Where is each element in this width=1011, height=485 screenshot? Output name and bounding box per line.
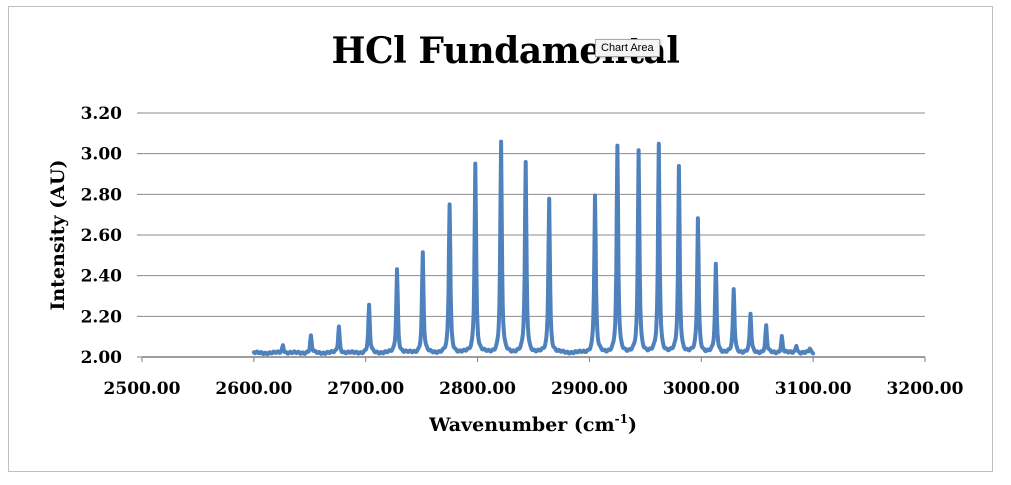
x-tick-label: 3200.00 (887, 379, 964, 399)
x-axis-title: Wavenumber (cm-1) (428, 412, 637, 436)
y-axis-title: Intensity (AU) (47, 159, 69, 310)
y-tick-label: 2.20 (81, 307, 123, 327)
x-tick-label: 2700.00 (327, 379, 404, 399)
x-axis-title-main: Wavenumber (cm (428, 414, 615, 436)
x-tick-label: 2600.00 (215, 379, 292, 399)
x-tick-label: 2500.00 (104, 379, 181, 399)
y-tick-label: 2.00 (81, 348, 123, 368)
x-tick-labels: 2500.00 2600.00 2700.00 2800.00 2900.00 3000.… (104, 379, 964, 399)
y-tick-label: 3.00 (81, 145, 123, 165)
y-tick-label: 2.80 (81, 185, 123, 205)
gridlines (137, 112, 926, 362)
y-tick-labels: 2.00 2.20 2.40 2.60 2.80 3.00 3.20 (81, 104, 123, 368)
series-line (251, 139, 816, 357)
y-tick-label: 2.60 (81, 226, 123, 246)
y-tick-label: 3.20 (81, 104, 123, 124)
x-axis-title-sup: -1 (615, 412, 628, 426)
chart-area-tooltip: Chart Area (595, 39, 660, 57)
x-axis-title-end: ) (628, 414, 637, 436)
x-tick-label: 3100.00 (775, 379, 852, 399)
x-tick-label: 2800.00 (439, 379, 516, 399)
x-tick-label: 2900.00 (551, 379, 628, 399)
x-tick-label: 3000.00 (663, 379, 740, 399)
y-tick-label: 2.40 (81, 267, 123, 287)
